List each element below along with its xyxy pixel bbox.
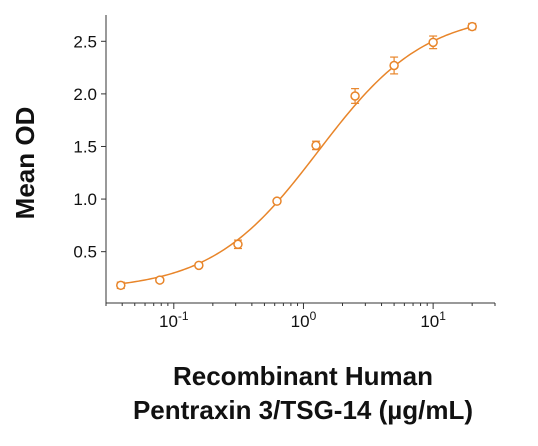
data-marker [194, 260, 204, 271]
y-tick-label: 2.0 [73, 85, 97, 104]
x-axis-ticks: 10-1 100 101 [105, 303, 496, 331]
y-axis-title: Mean OD [10, 107, 40, 220]
y-axis-ticks: 0.5 1.0 1.5 2.0 2.5 [73, 32, 106, 262]
data-marker [428, 37, 438, 48]
plot-area [116, 21, 477, 291]
x-tick-label: 10-1 [159, 309, 189, 331]
data-point [467, 21, 477, 32]
data-point [155, 275, 165, 285]
data-point [194, 260, 204, 271]
data-marker [116, 280, 126, 291]
x-tick-label: 100 [291, 309, 317, 331]
fit-curve [120, 26, 473, 285]
data-point [272, 196, 282, 206]
y-tick-label: 0.5 [73, 243, 97, 262]
x-axis-title-line-2: Pentraxin 3/TSG-14 (µg/mL) [133, 395, 473, 425]
data-marker [155, 275, 165, 285]
data-marker [389, 60, 399, 71]
y-tick-label: 2.5 [73, 32, 97, 51]
y-tick-label: 1.5 [73, 137, 97, 156]
data-marker [311, 140, 321, 151]
data-point [428, 35, 438, 50]
data-point [389, 56, 399, 75]
y-tick-label: 1.0 [73, 190, 97, 209]
x-tick-label: 101 [420, 309, 446, 331]
data-point [311, 140, 321, 151]
data-marker [467, 21, 477, 32]
data-marker [272, 196, 282, 206]
data-marker [233, 239, 243, 250]
x-axis-title-line-1: Recombinant Human [173, 361, 433, 391]
data-point [233, 239, 243, 250]
data-point [350, 88, 360, 104]
data-point [116, 280, 126, 291]
data-marker [350, 91, 360, 101]
axes [105, 15, 495, 304]
